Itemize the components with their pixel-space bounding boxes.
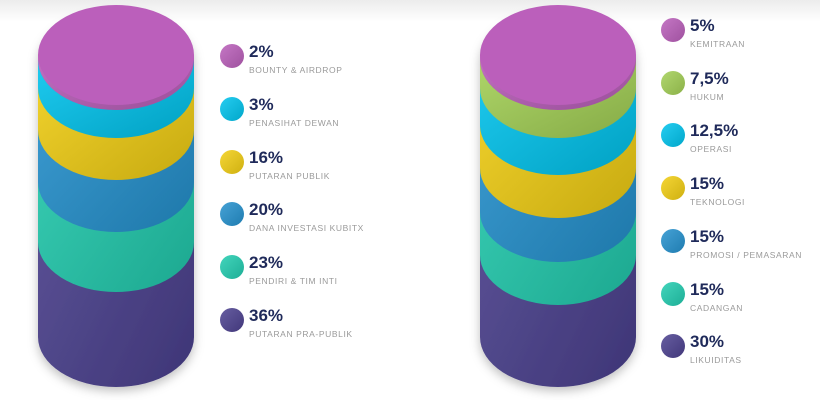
legend-percent: 20% xyxy=(249,200,284,220)
legend-percent: 12,5% xyxy=(690,121,739,141)
legend-percent: 16% xyxy=(249,147,284,167)
legend-dot-icon xyxy=(220,255,244,280)
left-cylinder xyxy=(38,5,194,387)
legend-percent: 7,5% xyxy=(690,68,729,88)
legend-dot-icon xyxy=(220,149,244,174)
layer-top xyxy=(38,5,194,105)
legend-label: DANA INVESTASI KUBITX xyxy=(249,223,364,234)
cylinder-layer xyxy=(480,5,636,110)
legend-dot-icon xyxy=(661,123,685,148)
legend-label: PUTARAN PUBLIK xyxy=(249,170,330,181)
legend-item: 15% CADANGAN xyxy=(661,279,820,326)
legend-item: 23% PENDIRI & TIM INTI xyxy=(220,253,420,299)
legend-percent: 15% xyxy=(690,279,725,299)
layer-top xyxy=(480,5,636,105)
legend-label: PROMOSI / PEMASARAN xyxy=(690,249,803,260)
legend-label: PUTARAN PRA-PUBLIK xyxy=(249,329,353,339)
legend-percent: 36% xyxy=(249,306,284,325)
legend-dot-icon xyxy=(661,70,685,95)
legend-item: 15% PROMOSI / PEMASARAN xyxy=(661,226,820,273)
legend-dot-icon xyxy=(220,96,244,121)
legend-item: 30% LIKUIDITAS xyxy=(661,332,820,378)
legend-dot-icon xyxy=(220,308,244,332)
legend-dot-icon xyxy=(220,202,244,227)
right-cylinder xyxy=(480,5,636,387)
legend-label: BOUNTY & AIRDROP xyxy=(249,65,343,75)
legend-item: 5% KEMITRAAN xyxy=(661,16,820,62)
legend-label: LIKUIDITAS xyxy=(690,355,742,366)
legend-percent: 15% xyxy=(690,226,725,246)
legend-dot-icon xyxy=(220,44,244,68)
legend-percent: 23% xyxy=(249,253,284,273)
legend-percent: 30% xyxy=(690,332,725,352)
top-band xyxy=(0,0,820,22)
legend-label: HUKUM xyxy=(690,91,725,102)
cylinder-layer xyxy=(38,5,194,110)
legend-percent: 5% xyxy=(690,16,715,35)
legend-item: 36% PUTARAN PRA-PUBLIK xyxy=(220,306,420,352)
legend-label: CADANGAN xyxy=(690,302,743,313)
legend-percent: 2% xyxy=(249,42,274,61)
legend-item: 3% PENASIHAT DEWAN xyxy=(220,94,420,141)
legend-percent: 15% xyxy=(690,174,725,194)
legend-item: 2% BOUNTY & AIRDROP xyxy=(220,42,420,88)
legend-dot-icon xyxy=(661,281,685,306)
legend-dot-icon xyxy=(661,176,685,201)
legend-label: OPERASI xyxy=(690,144,732,155)
legend-dot-icon xyxy=(661,228,685,253)
legend-item: 7,5% HUKUM xyxy=(661,68,820,115)
legend-label: PENDIRI & TIM INTI xyxy=(249,276,338,287)
legend-percent: 3% xyxy=(249,94,274,114)
legend-label: TEKNOLOGI xyxy=(690,197,745,208)
legend-dot-icon xyxy=(661,18,685,42)
legend-item: 15% TEKNOLOGI xyxy=(661,174,820,220)
legend-label: PENASIHAT DEWAN xyxy=(249,117,340,128)
legend-dot-icon xyxy=(661,334,685,359)
legend-label: KEMITRAAN xyxy=(690,39,745,49)
legend-item: 20% DANA INVESTASI KUBITX xyxy=(220,200,420,246)
legend-item: 16% PUTARAN PUBLIK xyxy=(220,147,420,194)
legend-item: 12,5% OPERASI xyxy=(661,121,820,167)
